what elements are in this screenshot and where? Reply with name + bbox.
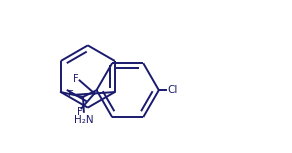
Text: F: F <box>68 90 74 100</box>
Text: Cl: Cl <box>168 85 178 95</box>
Text: H₂N: H₂N <box>74 115 94 125</box>
Text: F: F <box>73 74 79 84</box>
Text: F: F <box>77 106 82 117</box>
